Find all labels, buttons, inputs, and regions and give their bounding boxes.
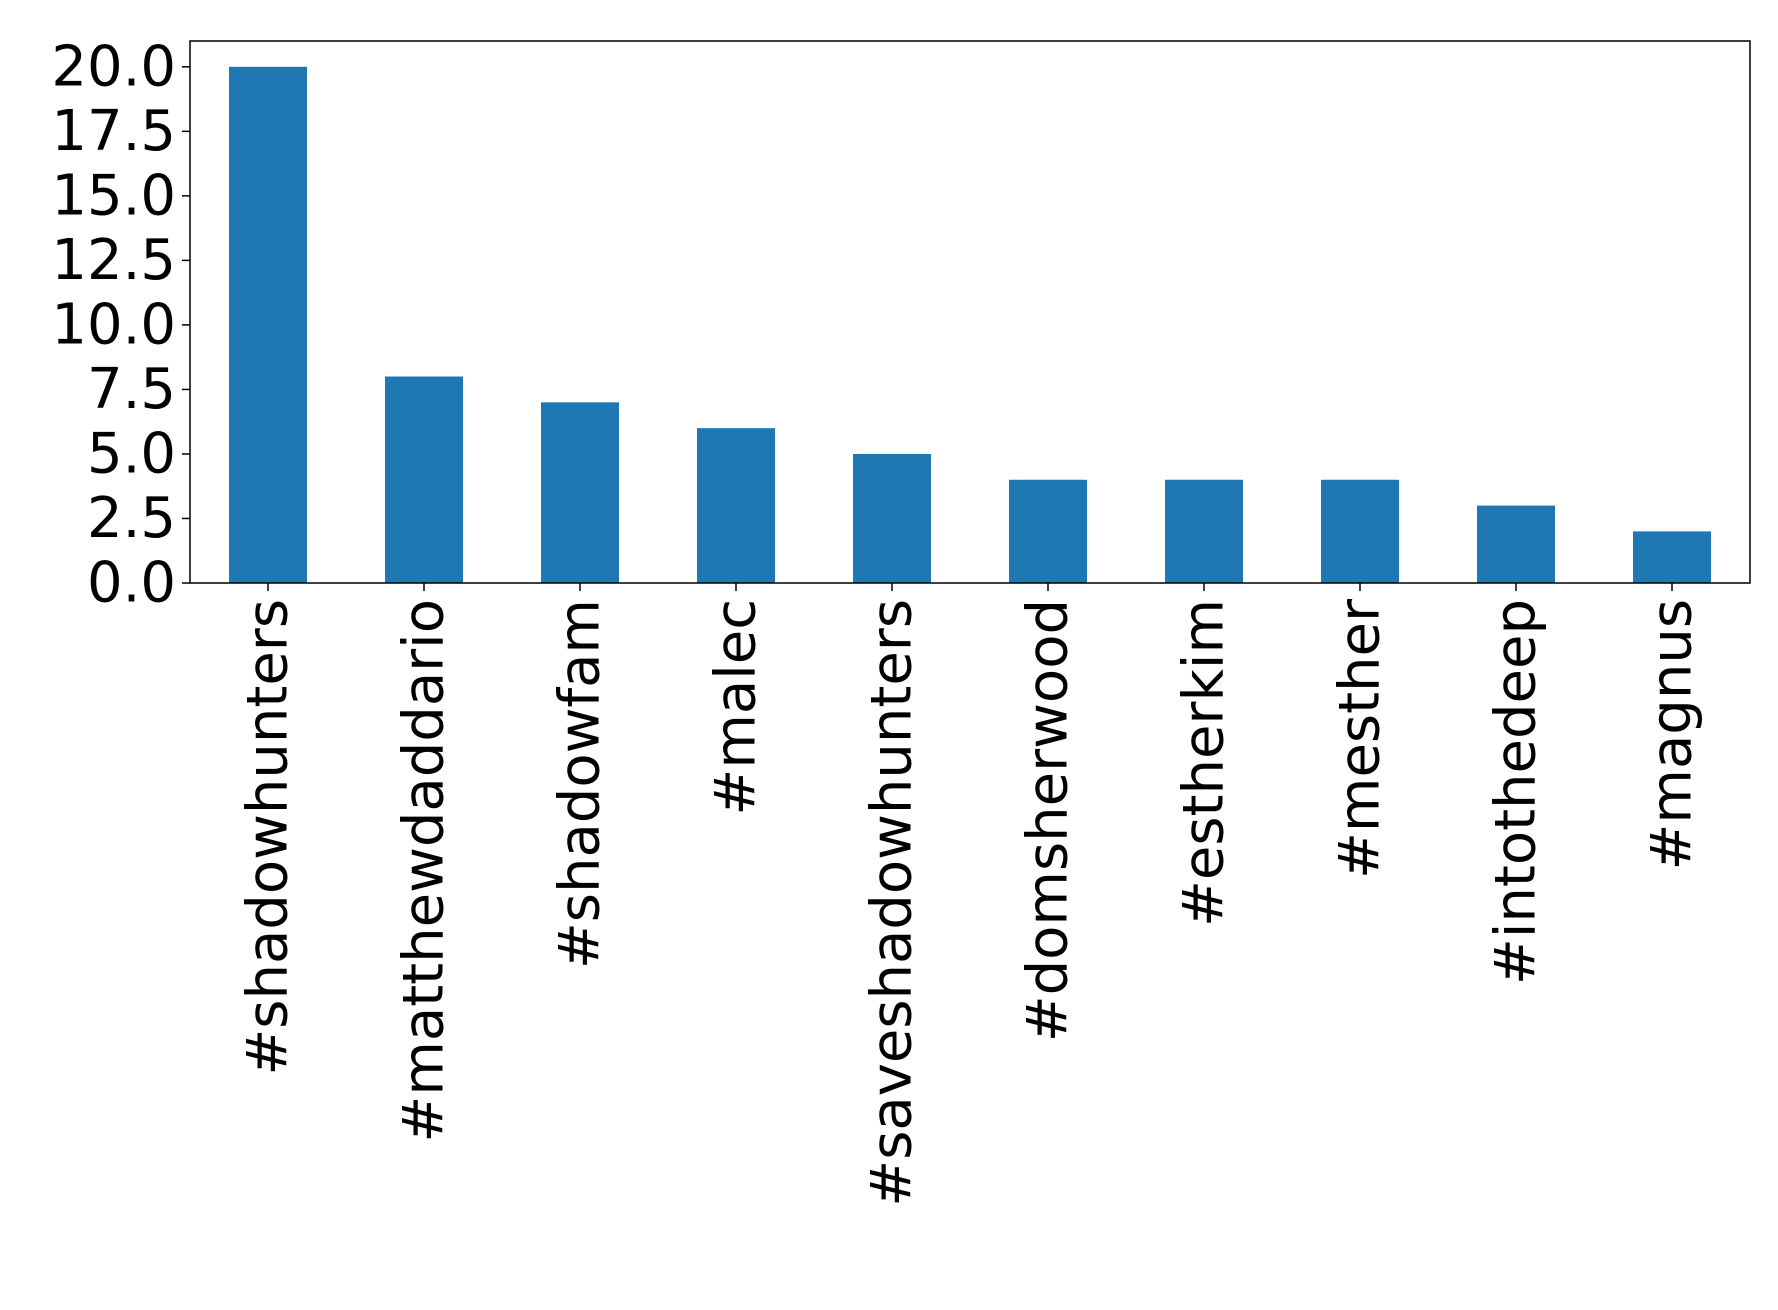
y-tick-label: 12.5	[51, 228, 176, 293]
bars-layer	[229, 66, 1711, 584]
bar	[1633, 531, 1711, 583]
x-tick-label: #malec	[704, 599, 769, 816]
x-tick-label: #shadowfam	[548, 599, 613, 969]
y-tick-label: 17.5	[51, 99, 176, 164]
y-tick-label: 2.5	[87, 486, 176, 551]
bar	[1009, 479, 1087, 583]
plot-area-frame	[189, 40, 1751, 584]
x-tick-label: #domsherwood	[1016, 599, 1081, 1042]
x-tick-label: #magnus	[1640, 599, 1705, 871]
bar	[1477, 505, 1555, 583]
x-tick-label: #matthewdaddario	[392, 599, 457, 1143]
y-tick-label: 20.0	[51, 34, 176, 99]
x-tick-label: #saveshadowhunters	[860, 599, 925, 1207]
x-axis-ticks: #shadowhunters #matthewdaddario #shadowfam…	[236, 583, 1705, 1207]
y-tick-label: 15.0	[51, 163, 176, 228]
x-tick-label: #intothedeep	[1484, 599, 1549, 985]
bar	[1165, 479, 1243, 583]
x-tick-label: #shadowhunters	[236, 599, 301, 1076]
x-tick-label: #mesther	[1328, 598, 1393, 879]
bar	[541, 402, 619, 583]
bar	[853, 453, 931, 583]
y-tick-label: 0.0	[87, 551, 176, 616]
y-tick-label: 5.0	[87, 421, 176, 486]
bar	[229, 66, 307, 584]
bar	[385, 376, 463, 583]
bar	[697, 428, 775, 583]
y-tick-label: 10.0	[51, 292, 176, 357]
y-axis-ticks: 0.02.55.07.510.012.515.017.520.0	[51, 34, 190, 616]
bar	[1321, 479, 1399, 583]
x-tick-label: #estherkim	[1172, 599, 1237, 927]
y-tick-label: 7.5	[87, 357, 176, 422]
